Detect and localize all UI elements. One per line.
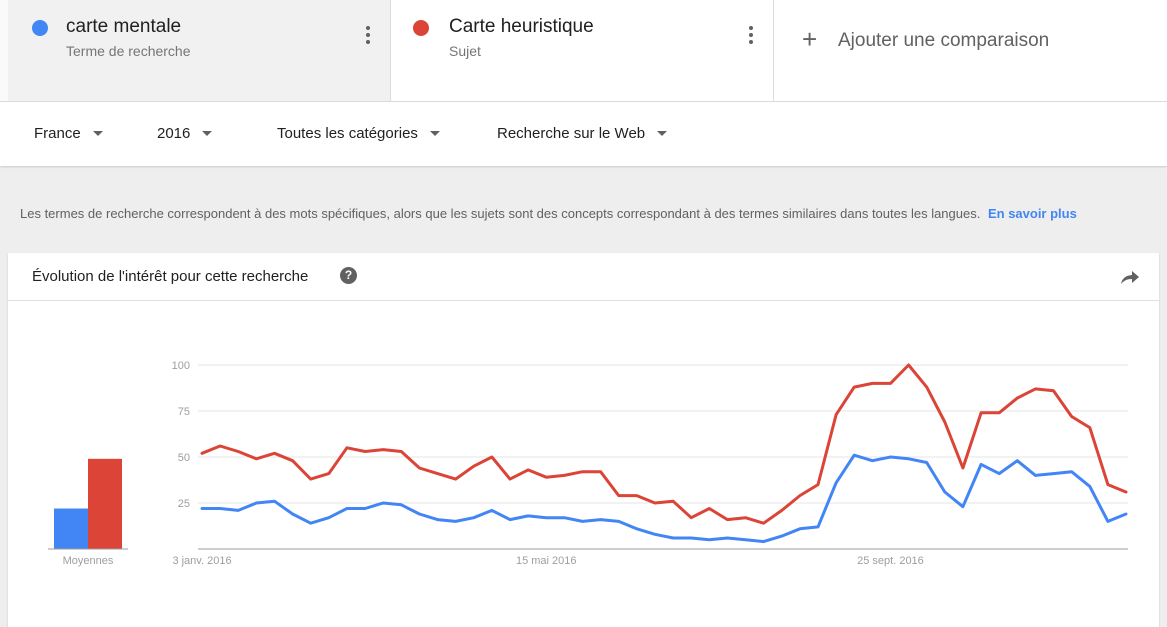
term-name: carte mentale: [66, 16, 182, 37]
term-type: Sujet: [449, 43, 481, 59]
y-tick-label: 25: [178, 498, 190, 510]
x-tick-label: 15 mai 2016: [516, 555, 577, 567]
category-value: Toutes les catégories: [277, 125, 418, 142]
x-tick-label: 3 janv. 2016: [172, 555, 231, 567]
filter-bar: France 2016 Toutes les catégories Recher…: [0, 102, 1167, 166]
y-tick-label: 50: [178, 452, 190, 464]
term-name: Carte heuristique: [449, 16, 594, 37]
term-color-dot: [413, 20, 429, 36]
y-tick-label: 100: [172, 360, 190, 372]
notice-text: Les termes de recherche correspondent à …: [20, 206, 981, 221]
search-terms-bar: carte mentale Terme de recherche Carte h…: [0, 0, 1167, 102]
region-value: France: [34, 125, 81, 142]
add-comparison-button[interactable]: + Ajouter une comparaison: [774, 0, 1167, 101]
series-line: [200, 453, 1128, 544]
chevron-down-icon: [657, 131, 668, 136]
learn-more-link[interactable]: En savoir plus: [987, 206, 1077, 221]
terms-notice: Les termes de recherche correspondent à …: [20, 206, 1077, 221]
averages-label: Moyennes: [63, 555, 114, 567]
search-type-dropdown[interactable]: Recherche sur le Web: [497, 125, 668, 142]
card-header: Évolution de l'intérêt pour cette recher…: [8, 253, 1159, 301]
share-icon[interactable]: [1119, 267, 1141, 287]
term-color-dot: [32, 20, 48, 36]
x-tick-label: 25 sept. 2016: [857, 555, 924, 567]
term-card-carte-heuristique[interactable]: Carte heuristique Sujet: [391, 0, 774, 101]
series-line: [200, 363, 1128, 525]
region-dropdown[interactable]: France: [34, 125, 103, 142]
chevron-down-icon: [202, 131, 213, 136]
more-vert-icon[interactable]: [749, 26, 753, 46]
interest-over-time-card: Évolution de l'intérêt pour cette recher…: [8, 253, 1159, 627]
card-title: Évolution de l'intérêt pour cette recher…: [32, 268, 309, 285]
help-icon[interactable]: ?: [340, 267, 357, 284]
period-value: 2016: [157, 125, 191, 142]
term-card-carte-mentale[interactable]: carte mentale Terme de recherche: [0, 0, 391, 101]
search-type-value: Recherche sur le Web: [497, 125, 646, 142]
interest-chart: 100 75 50 25 Moyennes 3 janv. 2016 15 mai 2016…: [48, 360, 1128, 567]
plus-icon: +: [802, 24, 818, 54]
category-dropdown[interactable]: Toutes les catégories: [277, 125, 440, 142]
average-bar: [88, 458, 122, 549]
period-dropdown[interactable]: 2016: [157, 125, 213, 142]
chevron-down-icon: [429, 131, 440, 136]
add-comparison-label: Ajouter une comparaison: [838, 30, 1050, 51]
y-tick-label: 75: [178, 406, 190, 418]
chevron-down-icon: [92, 131, 103, 136]
average-bar: [54, 508, 88, 549]
more-vert-icon[interactable]: [366, 26, 370, 46]
term-type: Terme de recherche: [66, 43, 191, 59]
